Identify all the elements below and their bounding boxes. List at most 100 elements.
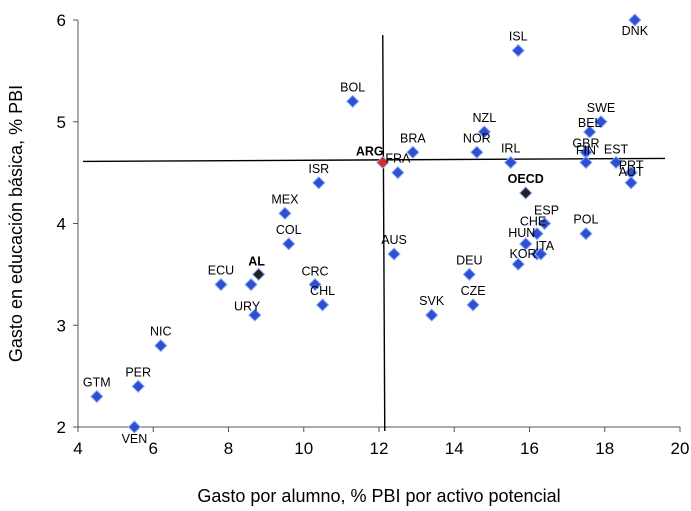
y-tick-label: 5: [57, 113, 66, 132]
data-point-marker: [376, 155, 390, 170]
data-point-marker: [406, 145, 420, 159]
data-point-marker: [424, 308, 439, 322]
data-point-marker: [127, 420, 142, 434]
data-point-label: NIC: [150, 325, 172, 339]
data-point-marker: [466, 298, 480, 312]
data-point-marker: [462, 267, 477, 282]
data-point-label: BOL: [340, 80, 365, 94]
data-point-label: KOR: [509, 247, 536, 261]
data-point-label: AUT: [619, 165, 644, 179]
data-point-marker: [628, 13, 642, 27]
data-point-label: OECD: [508, 172, 544, 186]
x-tick-label: 4: [73, 439, 82, 458]
data-point-label: URY: [234, 300, 261, 314]
x-tick-label: 8: [224, 439, 233, 458]
data-point-label: IRL: [501, 141, 521, 155]
data-point-label: ITA: [536, 239, 555, 253]
data-point-marker: [511, 257, 525, 271]
data-point-label: ARG: [356, 144, 384, 158]
data-point-marker: [609, 155, 623, 170]
data-points: [90, 13, 642, 434]
data-point-label: BRA: [400, 131, 426, 145]
data-point-marker: [131, 379, 145, 394]
data-point-marker: [308, 277, 322, 292]
y-axis-title: Gasto en educación básica, % PBI: [6, 85, 26, 362]
data-point-marker: [579, 155, 593, 170]
data-point-label: BEL: [578, 116, 602, 130]
axes: 4 6 8 10 12 14 16 18 20 2 3 4 5 6: [57, 11, 690, 458]
x-axis-title: Gasto por alumno, % PBI por activo poten…: [197, 486, 560, 506]
data-point-marker: [519, 186, 533, 200]
data-point-marker: [624, 176, 638, 190]
data-point-marker: [470, 145, 484, 159]
x-tick-label: 20: [671, 439, 690, 458]
data-point-label: NZL: [473, 111, 497, 125]
data-point-label: MEX: [271, 192, 299, 206]
data-point-label: FRA: [385, 152, 411, 166]
data-point-label: FIN: [576, 143, 596, 157]
data-point-marker: [214, 277, 228, 292]
data-point-marker: [537, 216, 552, 231]
data-point-label: CRC: [301, 265, 328, 279]
data-point-label: DEU: [456, 253, 482, 267]
data-point-label: ECU: [208, 264, 234, 278]
data-point-label: CHL: [310, 284, 335, 298]
data-point-marker: [391, 165, 405, 180]
data-point-label: COL: [276, 223, 302, 237]
data-point-marker: [315, 298, 330, 312]
data-point-label: NOR: [463, 131, 491, 145]
data-point-label: PRT: [619, 159, 644, 173]
data-point-label: HUN: [508, 226, 535, 240]
data-point-label: GTM: [83, 375, 111, 389]
data-point-label: AUS: [381, 233, 407, 247]
data-point-label: CZE: [461, 284, 486, 298]
data-point-label: POL: [573, 213, 598, 227]
x-tick-label: 12: [370, 439, 389, 458]
data-point-label: SWE: [587, 101, 615, 115]
data-point-label: GBR: [572, 136, 599, 150]
data-point-marker: [530, 226, 544, 241]
y-tick-label: 2: [57, 418, 66, 437]
x-tick-label: 16: [520, 439, 539, 458]
data-point-label: ISR: [308, 162, 329, 176]
data-point-marker: [281, 237, 296, 251]
vertical-reference-line: [382, 34, 386, 432]
data-point-marker: [248, 308, 262, 322]
y-tick-label: 4: [57, 215, 66, 234]
data-point-marker: [154, 338, 168, 353]
data-point-marker: [345, 94, 360, 109]
data-point-marker: [594, 115, 608, 129]
reference-lines: [82, 34, 666, 432]
data-point-marker: [477, 125, 492, 139]
data-point-marker: [534, 247, 548, 261]
data-point-marker: [244, 277, 258, 292]
data-point-marker: [251, 267, 266, 282]
data-point-label: ESP: [534, 204, 559, 218]
data-point-label: AL: [248, 254, 265, 268]
data-point-label: SVK: [419, 294, 445, 308]
data-point-label: PER: [125, 365, 151, 379]
data-point-label: DNK: [622, 24, 649, 38]
data-point-marker: [278, 206, 292, 221]
y-tick-label: 6: [57, 11, 66, 30]
data-point-label: CHE: [520, 215, 546, 229]
data-point-label: ISL: [509, 30, 528, 44]
data-point-marker: [519, 237, 533, 251]
data-point-marker: [387, 247, 401, 261]
data-point-label: EST: [604, 142, 629, 156]
horizontal-reference-line: [82, 157, 666, 163]
x-tick-label: 14: [445, 439, 464, 458]
data-point-marker: [312, 176, 326, 190]
data-point-marker: [511, 43, 525, 58]
x-tick-label: 6: [149, 439, 158, 458]
data-point-marker: [579, 226, 593, 241]
y-tick-label: 3: [57, 316, 66, 335]
data-point-label: VEN: [122, 432, 148, 446]
x-tick-label: 10: [294, 439, 313, 458]
data-point-marker: [582, 125, 597, 139]
data-point-marker: [503, 155, 518, 170]
x-tick-label: 18: [595, 439, 614, 458]
data-point-marker: [90, 389, 104, 404]
